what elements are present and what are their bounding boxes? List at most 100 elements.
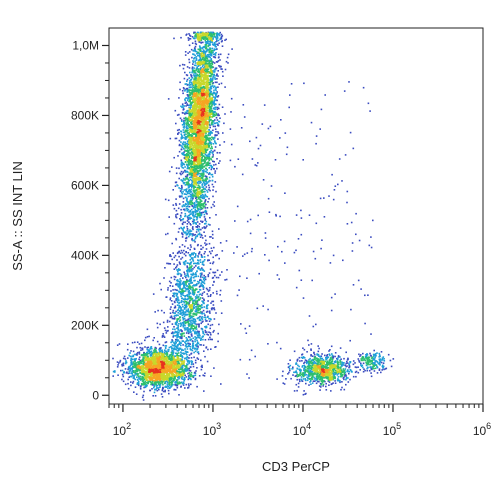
event-point	[199, 105, 201, 107]
event-point	[193, 71, 195, 73]
event-point	[209, 153, 211, 156]
event-point	[185, 147, 187, 149]
event-point	[196, 111, 199, 113]
event-point	[219, 144, 221, 146]
event-point	[191, 220, 194, 223]
event-point	[210, 116, 212, 118]
event-point	[195, 56, 198, 58]
event-point	[212, 262, 214, 265]
event-point	[201, 189, 204, 191]
event-point	[167, 98, 170, 100]
event-point	[192, 69, 194, 72]
event-point	[187, 118, 189, 121]
event-point	[224, 68, 227, 71]
event-point	[192, 346, 194, 349]
event-point	[212, 143, 215, 145]
event-point	[207, 201, 209, 203]
event-point	[199, 98, 202, 101]
event-point	[204, 59, 207, 61]
event-point	[177, 334, 179, 336]
event-point	[204, 227, 206, 230]
event-point	[189, 286, 191, 288]
event-point	[220, 300, 223, 302]
event-point	[199, 192, 202, 195]
event-point	[193, 190, 195, 192]
event-point	[210, 132, 213, 134]
event-point	[199, 178, 202, 181]
event-point	[196, 341, 199, 344]
event-point	[194, 215, 196, 218]
event-point	[209, 97, 212, 100]
event-point	[195, 36, 198, 39]
event-point	[180, 306, 182, 309]
event-point	[202, 173, 204, 176]
event-point	[199, 344, 201, 346]
event-point	[213, 101, 215, 104]
event-point	[193, 82, 196, 84]
event-point	[217, 34, 219, 36]
event-point	[197, 147, 199, 150]
event-point	[200, 307, 203, 309]
event-point	[170, 316, 173, 318]
event-point	[198, 41, 200, 43]
event-point	[195, 325, 198, 327]
event-point	[175, 202, 177, 205]
event-point	[193, 234, 195, 236]
event-point	[201, 125, 203, 127]
event-point	[186, 117, 188, 120]
event-point	[212, 113, 215, 116]
event-point	[183, 119, 185, 122]
event-point	[186, 80, 188, 82]
event-point	[206, 32, 208, 35]
event-point	[194, 34, 196, 37]
event-point	[188, 221, 190, 223]
event-point	[176, 335, 179, 337]
event-point	[199, 191, 202, 194]
event-point	[198, 97, 201, 99]
event-point	[195, 35, 197, 37]
event-point	[182, 312, 185, 315]
event-point	[182, 105, 184, 107]
event-point	[196, 262, 199, 264]
event-point	[194, 144, 196, 146]
event-point	[181, 142, 184, 145]
event-point	[200, 75, 202, 78]
event-point	[188, 183, 191, 186]
event-point	[211, 109, 214, 112]
event-point	[196, 206, 199, 209]
event-point	[202, 246, 204, 249]
event-point	[179, 195, 182, 198]
event-point	[203, 67, 205, 69]
event-point	[176, 114, 179, 116]
event-point	[192, 329, 194, 332]
event-point	[209, 147, 212, 150]
event-point	[204, 144, 206, 147]
event-point	[207, 32, 209, 34]
event-point	[209, 40, 212, 42]
event-point	[178, 255, 180, 258]
event-point	[178, 177, 180, 180]
event-point	[176, 318, 178, 320]
event-point	[219, 274, 221, 276]
event-point	[194, 130, 196, 132]
event-point	[192, 213, 194, 216]
event-point	[172, 332, 174, 335]
event-point	[189, 229, 191, 231]
event-point	[197, 74, 199, 77]
event-point	[216, 73, 218, 75]
event-point	[197, 202, 199, 205]
event-point	[200, 317, 203, 319]
event-point	[212, 56, 215, 58]
event-point	[198, 252, 201, 254]
event-point	[183, 205, 186, 207]
event-point	[205, 128, 208, 130]
event-point	[190, 160, 193, 162]
event-point	[201, 68, 203, 71]
event-point	[208, 155, 211, 157]
event-point	[182, 290, 184, 293]
event-point	[192, 142, 194, 145]
event-point	[210, 206, 213, 209]
event-point	[202, 62, 204, 64]
event-point	[199, 166, 202, 169]
event-point	[201, 157, 203, 159]
